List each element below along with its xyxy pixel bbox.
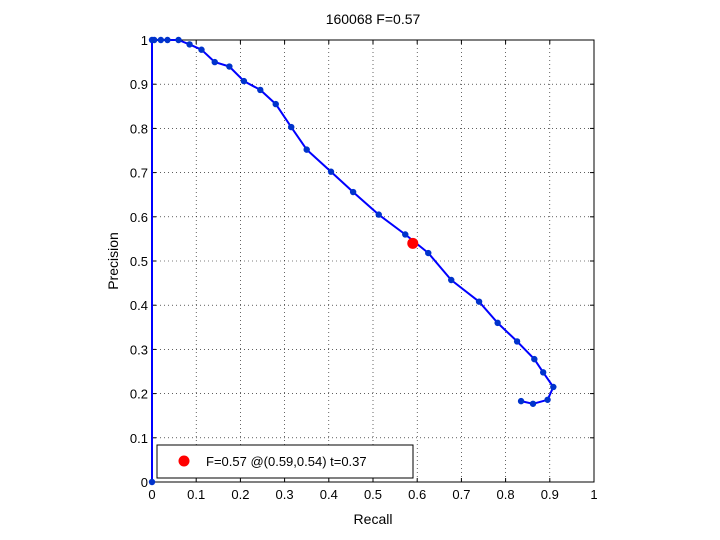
y-tick-label: 0.6 (130, 210, 148, 225)
y-tick-label: 0.8 (130, 121, 148, 136)
x-tick-label: 0.8 (497, 487, 515, 502)
data-point (211, 58, 218, 66)
legend-label: F=0.57 @(0.59,0.54) t=0.37 (206, 454, 367, 469)
x-tick-label: 0.1 (187, 487, 205, 502)
data-point (151, 36, 158, 44)
data-point (157, 36, 165, 44)
data-point (402, 231, 409, 238)
y-tick-label: 0.5 (130, 254, 148, 269)
data-point (349, 188, 357, 196)
legend-marker (178, 455, 190, 467)
chart-title: 160068 F=0.57 (326, 11, 421, 27)
y-tick-label: 0.3 (130, 342, 148, 357)
data-point (375, 211, 382, 218)
data-point (531, 355, 538, 363)
x-tick-label: 1 (590, 487, 597, 502)
x-tick-label: 0.4 (320, 487, 338, 502)
x-tick-label: 0 (148, 487, 155, 502)
data-point (288, 123, 295, 131)
data-point (544, 396, 551, 403)
data-point (513, 338, 521, 345)
data-point (186, 41, 193, 48)
data-point-markers (148, 36, 557, 486)
data-point (198, 46, 205, 53)
data-point (448, 276, 455, 284)
data-point (550, 383, 557, 391)
y-tick-label: 0.7 (130, 166, 148, 181)
y-tick-label: 0.4 (130, 298, 148, 313)
y-tick-label: 0.1 (130, 431, 148, 446)
grid-lines (152, 40, 594, 482)
y-axis-label: Precision (105, 232, 121, 290)
y-tick-label: 0.2 (130, 387, 148, 402)
legend: F=0.57 @(0.59,0.54) t=0.37 (156, 444, 414, 479)
data-point (175, 36, 182, 44)
x-tick-label: 0.3 (276, 487, 294, 502)
data-point (164, 36, 171, 44)
legend-box (156, 444, 414, 479)
data-point (226, 63, 233, 70)
data-point (475, 298, 483, 305)
x-axis-label: Recall (354, 511, 393, 527)
data-point (517, 397, 525, 405)
x-tick-label: 0.2 (231, 487, 249, 502)
x-tick-label: 0.5 (364, 487, 382, 502)
data-point (494, 319, 501, 327)
x-tick-label: 0.6 (408, 487, 426, 502)
y-tick-labels: 0 0.1 0.2 0.3 0.4 0.5 0.6 0.7 0.8 0.9 1 (130, 33, 148, 490)
y-tick-label: 1 (141, 33, 148, 48)
data-point (272, 100, 279, 108)
data-point (240, 77, 248, 85)
x-tick-label: 0.9 (541, 487, 559, 502)
data-point (425, 249, 432, 257)
x-tick-labels: 0 0.1 0.2 0.3 0.4 0.5 0.6 0.7 0.8 0.9 1 (148, 487, 597, 502)
data-point (529, 400, 537, 407)
y-tick-label: 0.9 (130, 77, 148, 92)
data-point (257, 86, 264, 94)
y-tick-label: 0 (141, 475, 148, 490)
data-point (148, 478, 156, 486)
x-tick-label: 0.7 (452, 487, 470, 502)
data-point (303, 146, 310, 153)
data-point (539, 369, 547, 376)
data-point (327, 168, 335, 175)
best-f-point (407, 237, 419, 249)
